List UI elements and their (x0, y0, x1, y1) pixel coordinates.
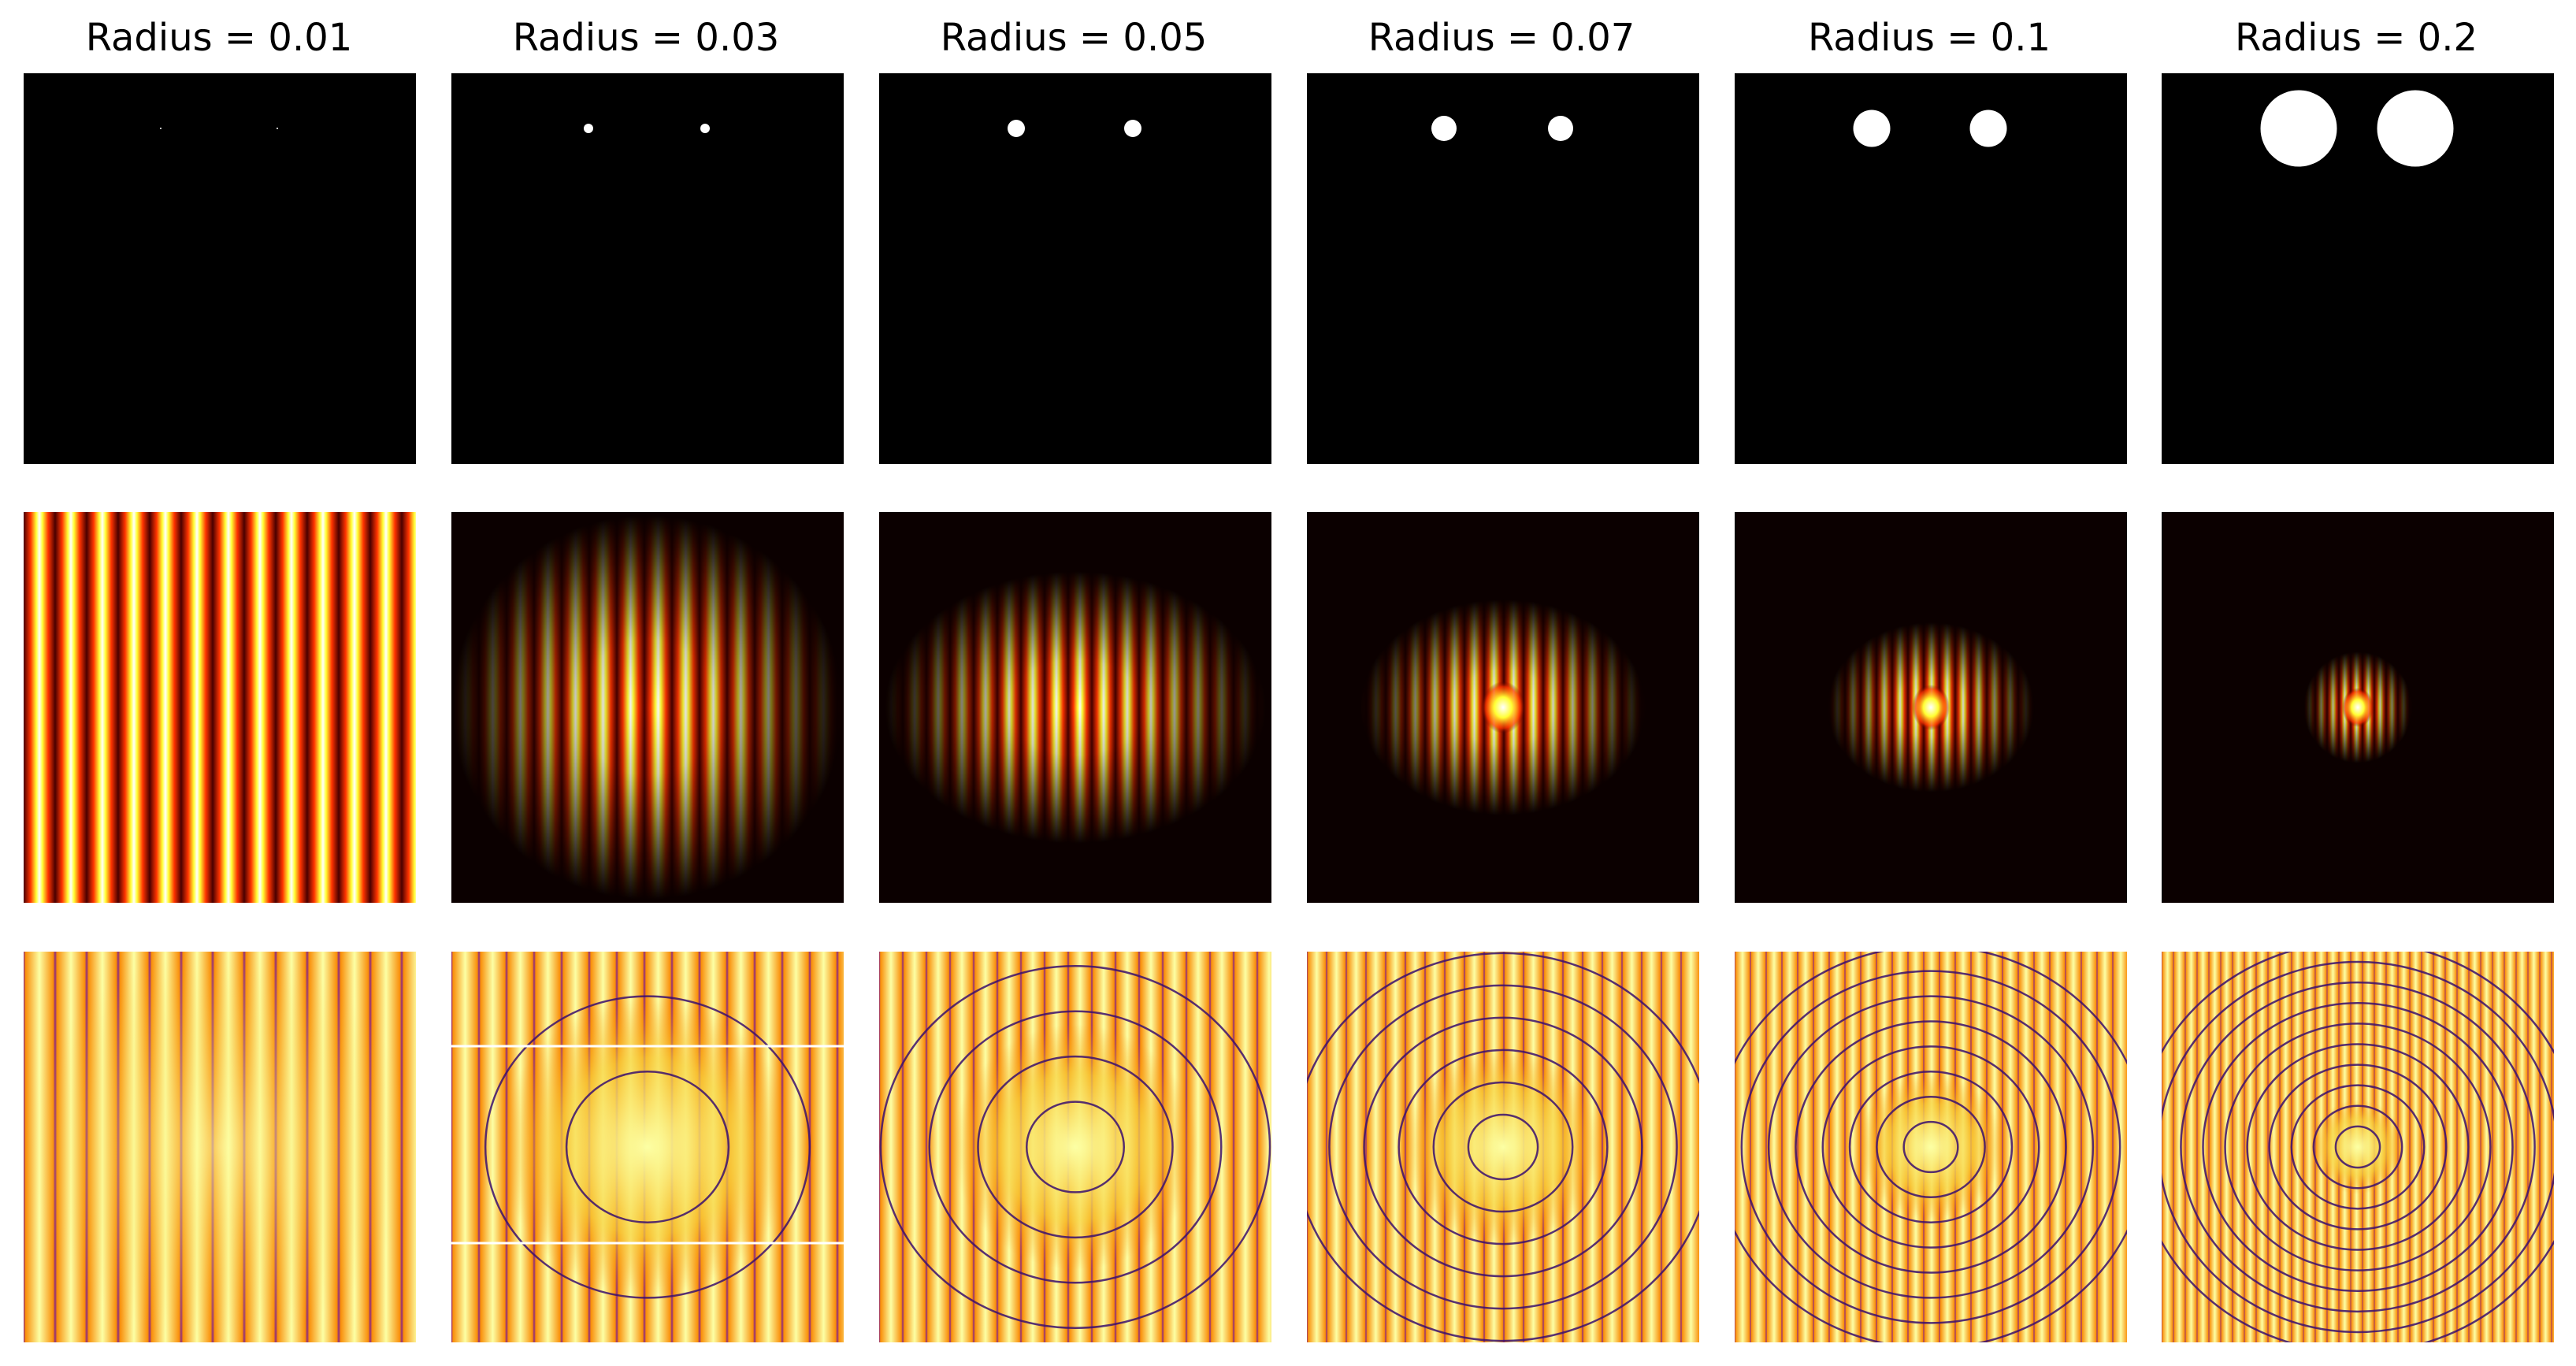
column-title-4: Radius = 0.07 (1368, 16, 1635, 60)
column-title-6: Radius = 0.2 (2235, 16, 2478, 60)
aperture-hole (1853, 110, 1891, 147)
log-intensity-panel-6 (2162, 952, 2554, 1342)
mask-panel-2 (451, 73, 844, 464)
log-intensity-panel-3 (879, 952, 1271, 1342)
mask-panel-6 (2162, 73, 2554, 464)
column-title-1: Radius = 0.01 (86, 16, 353, 60)
aperture-hole (700, 124, 710, 133)
aperture-hole (1969, 110, 2007, 147)
log-intensity-panel-4 (1307, 952, 1699, 1342)
intensity-panel-5 (1735, 512, 2127, 903)
intensity-panel-6 (2162, 512, 2554, 903)
intensity-panel-2 (451, 512, 844, 903)
aperture-hole (1008, 120, 1025, 137)
aperture-hole (160, 128, 161, 129)
intensity-panel-4 (1307, 512, 1699, 903)
intensity-panel-3 (879, 512, 1271, 903)
aperture-hole (1431, 116, 1457, 141)
log-intensity-panel-1 (24, 952, 416, 1342)
mask-panel-3 (879, 73, 1271, 464)
column-title-3: Radius = 0.05 (941, 16, 1208, 60)
mask-panel-5 (1735, 73, 2127, 464)
log-intensity-panel-5 (1735, 952, 2127, 1342)
aperture-hole (2260, 90, 2337, 167)
intensity-panel-1 (24, 512, 416, 903)
aperture-hole (1124, 120, 1141, 137)
aperture-hole (1548, 116, 1573, 141)
column-title-2: Radius = 0.03 (513, 16, 780, 60)
aperture-hole (2377, 90, 2454, 167)
aperture-hole (584, 124, 593, 133)
mask-panel-4 (1307, 73, 1699, 464)
column-title-5: Radius = 0.1 (1808, 16, 2051, 60)
log-intensity-panel-2 (451, 952, 844, 1342)
aperture-hole (277, 128, 278, 129)
mask-panel-1 (24, 73, 416, 464)
